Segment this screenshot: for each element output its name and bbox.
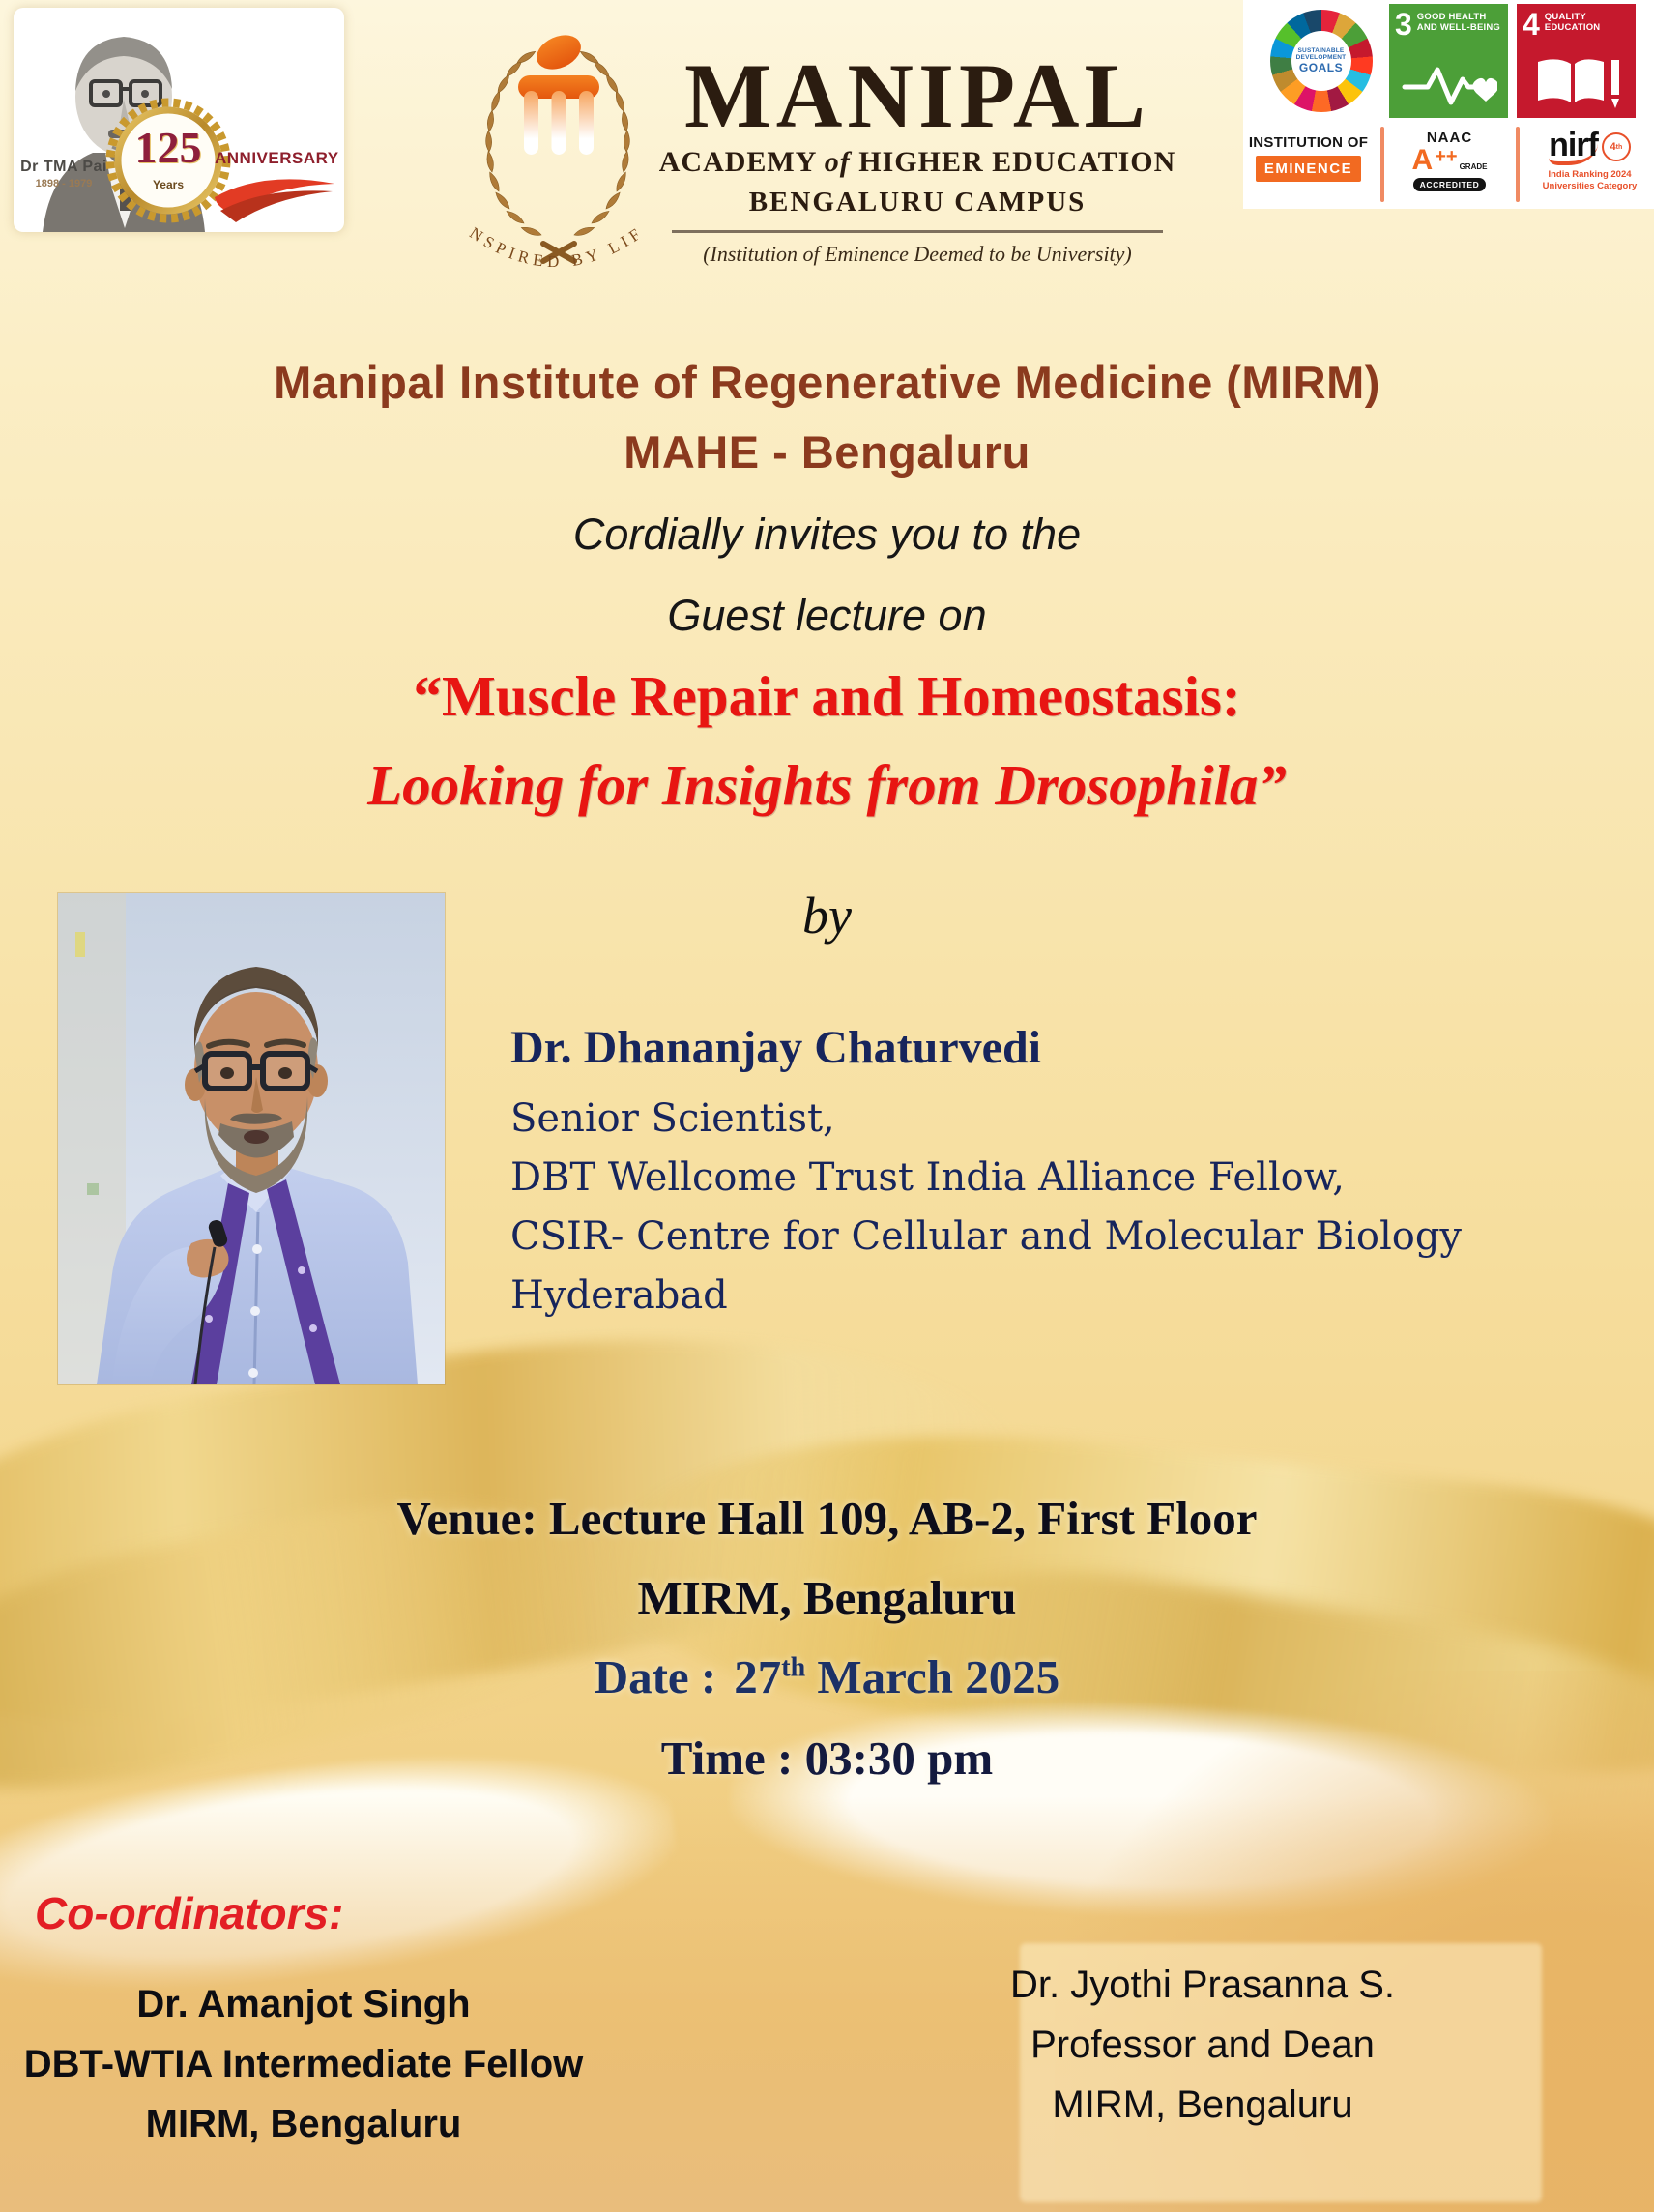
laurel-wreath-icon: INSPIRED BY LIFE bbox=[439, 1, 643, 271]
sdg4-label: QUALITY EDUCATION bbox=[1544, 12, 1601, 33]
institute-title-line1: Manipal Institute of Regenerative Medici… bbox=[274, 357, 1380, 408]
venue-line1: Venue: Lecture Hall 109, AB-2, First Flo… bbox=[396, 1492, 1258, 1545]
coordinators-heading: Co-ordinators: bbox=[35, 1888, 344, 1938]
tma-pai-years: 1898 - 1979 bbox=[35, 178, 93, 189]
institution-note: (Institution of Eminence Deemed to be Un… bbox=[703, 242, 1132, 266]
speaker-portrait-illustration bbox=[58, 893, 445, 1385]
tma-pai-portrait-illustration bbox=[43, 37, 334, 232]
coordinator-right-role: Professor and Dean bbox=[1030, 2023, 1375, 2066]
sdg-wheel-badge: SUSTAINABLE DEVELOPMENT GOALS bbox=[1262, 4, 1380, 118]
white-ellipse-right bbox=[726, 1689, 1555, 1931]
tma-pai-anniversary-badge: Dr TMA Pai 1898 - 1979 125 Years ANNIVER… bbox=[14, 8, 344, 232]
open-book-icon bbox=[1517, 52, 1636, 110]
sdg-wheel-line1: SUSTAINABLE bbox=[1297, 47, 1345, 54]
speaker-name: Dr. Dhananjay Chaturvedi bbox=[510, 1022, 1041, 1073]
manipal-wreath-logo: INSPIRED BY LIFE bbox=[439, 1, 671, 284]
nirf-name: nirf bbox=[1549, 127, 1599, 165]
anniversary-label: ANNIVERSARY bbox=[215, 149, 339, 167]
ioe-line1: INSTITUTION OF bbox=[1248, 134, 1369, 151]
wordmark-divider bbox=[672, 230, 1163, 233]
time-line: Time : 03:30 pm bbox=[660, 1732, 994, 1785]
anniversary-number: 125 bbox=[134, 123, 202, 172]
speaker-fellowship: DBT Wellcome Trust India Alliance Fellow… bbox=[510, 1155, 1345, 1200]
by-label: by bbox=[802, 887, 852, 945]
academy-subtitle: ACADEMY of HIGHER EDUCATION bbox=[615, 146, 1220, 179]
lecture-title-line2: Looking for Insights from Drosophila” bbox=[367, 753, 1287, 817]
academy-subtitle-post: HIGHER EDUCATION bbox=[858, 146, 1176, 178]
speaker-photo bbox=[58, 893, 445, 1385]
coordinator-right-block: Dr. Jyothi Prasanna S. Professor and Dea… bbox=[913, 1955, 1493, 2135]
sdg3-number: 3 bbox=[1395, 7, 1412, 42]
sdg4-badge: 4 QUALITY EDUCATION bbox=[1517, 4, 1636, 118]
anniversary-years-label: Years bbox=[152, 178, 185, 191]
wreath-crossed-stems bbox=[540, 241, 577, 264]
naac-accredited-label: ACCREDITED bbox=[1412, 178, 1487, 191]
institute-title-line2: MAHE - Bengaluru bbox=[624, 426, 1030, 478]
manipal-name: MANIPAL bbox=[684, 44, 1150, 147]
academy-subtitle-pre: ACADEMY bbox=[658, 146, 817, 178]
speaker-city: Hyderabad bbox=[510, 1273, 728, 1318]
coordinator-left-name: Dr. Amanjot Singh bbox=[136, 1983, 471, 2025]
academy-subtitle-of: of bbox=[824, 146, 851, 178]
nirf-line1: India Ranking 2024 bbox=[1548, 169, 1632, 180]
sdg-badge-row: SUSTAINABLE DEVELOPMENT GOALS 3 GOOD HEA… bbox=[1243, 4, 1654, 118]
manipal-m-mark bbox=[518, 35, 599, 155]
sdg-wheel-center: SUSTAINABLE DEVELOPMENT GOALS bbox=[1291, 31, 1351, 91]
naac-name: NAAC bbox=[1426, 130, 1473, 146]
naac-grade-letter: A bbox=[1411, 144, 1434, 176]
speaker-institute: CSIR- Centre for Cellular and Molecular … bbox=[510, 1214, 1463, 1259]
naac-grade-plus: ++ bbox=[1435, 146, 1458, 167]
accreditation-badges-panel: SUSTAINABLE DEVELOPMENT GOALS 3 GOOD HEA… bbox=[1243, 0, 1654, 209]
date-day: 27 bbox=[734, 1650, 782, 1703]
date-ordinal-suffix: th bbox=[781, 1652, 806, 1683]
badge-divider bbox=[1379, 127, 1384, 202]
naac-badge: NAAC A ++ GRADE ACCREDITED bbox=[1394, 127, 1506, 202]
coordinator-right-org: MIRM, Bengaluru bbox=[1052, 2083, 1353, 2126]
naac-grade-label: GRADE bbox=[1459, 162, 1488, 171]
coordinator-left-org: MIRM, Bengaluru bbox=[145, 2103, 462, 2145]
nirf-line2: Universities Category bbox=[1542, 180, 1638, 191]
date-line: Date : 27th March 2025 bbox=[0, 1649, 1654, 1704]
campus-line: BENGALURU CAMPUS bbox=[748, 187, 1087, 218]
badge-divider bbox=[1515, 127, 1520, 202]
venue-line2: MIRM, Bengaluru bbox=[637, 1571, 1017, 1624]
sdg4-number: 4 bbox=[1523, 7, 1540, 42]
invite-line1: Cordially invites you to the bbox=[572, 509, 1082, 559]
date-label: Date : bbox=[594, 1650, 717, 1703]
sdg-wheel-line2: DEVELOPMENT bbox=[1295, 54, 1347, 61]
date-rest: March 2025 bbox=[805, 1650, 1060, 1703]
sdg-wheel-icon: SUSTAINABLE DEVELOPMENT GOALS bbox=[1269, 10, 1373, 112]
lecture-title-line1: “Muscle Repair and Homeostasis: bbox=[413, 664, 1241, 728]
manipal-wordmark-block: MANIPAL ACADEMY of HIGHER EDUCATION BENG… bbox=[615, 50, 1220, 267]
tma-pai-name: Dr TMA Pai bbox=[20, 159, 107, 175]
accreditation-row: INSTITUTION OF EMINENCE NAAC A ++ GRADE … bbox=[1243, 127, 1654, 202]
sdg3-badge: 3 GOOD HEALTH AND WELL-BEING bbox=[1389, 4, 1508, 118]
coordinator-left-block: Dr. Amanjot Singh DBT-WTIA Intermediate … bbox=[14, 1974, 594, 2154]
coordinator-right-name: Dr. Jyothi Prasanna S. bbox=[1010, 1964, 1395, 2006]
heartbeat-icon bbox=[1389, 54, 1508, 110]
sdg-wheel-line3: GOALS bbox=[1298, 61, 1344, 74]
coordinator-left-role: DBT-WTIA Intermediate Fellow bbox=[23, 2043, 584, 2085]
anniversary-125-emblem bbox=[105, 98, 334, 223]
sdg3-label: GOOD HEALTH AND WELL-BEING bbox=[1416, 12, 1500, 33]
speaker-role: Senior Scientist, bbox=[510, 1096, 835, 1141]
speaker-details: Dr. Dhananjay Chaturvedi Senior Scientis… bbox=[510, 1021, 1622, 1325]
ioe-line2: EMINENCE bbox=[1255, 156, 1362, 182]
institution-of-eminence-badge: INSTITUTION OF EMINENCE bbox=[1247, 127, 1371, 202]
invite-line2: Guest lecture on bbox=[667, 591, 987, 640]
